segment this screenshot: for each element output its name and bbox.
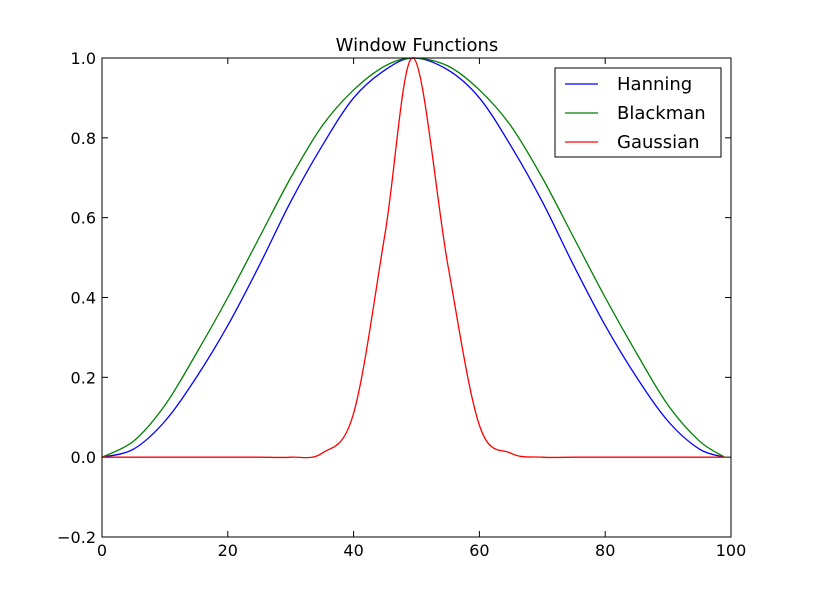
y-tick-label-2: 0.2 [71,368,96,387]
y-tick-label-5: 0.8 [71,129,96,148]
legend-label-blackman: Blackman [617,103,706,124]
x-tick-label-4: 80 [595,541,615,560]
y-tick-label-3: 0.4 [71,289,96,308]
legend-label-gaussian: Gaussian [617,132,700,153]
legend: Hanning Blackman Gaussian [554,67,722,158]
y-tick-label-4: 0.6 [71,209,96,228]
y-tick-label-6: 1.0 [71,49,96,68]
x-tick-label-3: 60 [469,541,489,560]
x-tick-label-2: 40 [343,541,363,560]
x-tick-label-5: 100 [716,541,747,560]
y-tick-label-1: 0.0 [71,448,96,467]
plot-frame [101,57,732,538]
x-tick-label-1: 20 [218,541,238,560]
axis-ticks: 0 20 40 60 80 100 −0.2 0.0 0.2 0.4 0.6 0.8 1.0 [57,49,746,560]
legend-label-hanning: Hanning [617,74,692,95]
x-tick-label-0: 0 [97,541,107,560]
chart-title: Window Functions [336,35,499,56]
y-tick-label-0: −0.2 [57,528,96,547]
